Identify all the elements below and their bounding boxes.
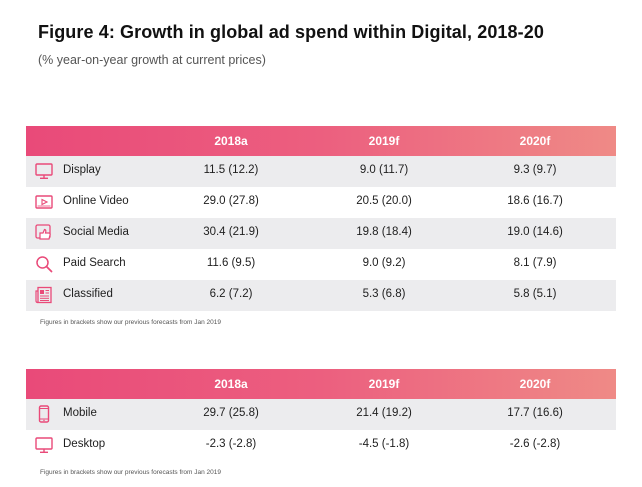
thumbs-up-icon [35, 224, 53, 242]
table-row-paid-search: Paid Search 11.6 (9.5) 9.0 (9.2) 8.1 (7.… [26, 249, 616, 280]
cell-2019f: 20.5 (20.0) [356, 195, 412, 207]
table-row-mobile: Mobile 29.7 (25.8) 21.4 (19.2) 17.7 (16.… [26, 399, 616, 430]
cell-2020f: 8.1 (7.9) [513, 257, 557, 269]
header-2020f: 2020f [519, 377, 551, 391]
cell-2020f: 19.0 (14.6) [507, 226, 563, 238]
row-label: Classified [63, 288, 113, 300]
header-2018a: 2018a [214, 377, 248, 391]
cell-2019f: 9.0 (9.2) [362, 257, 406, 269]
video-player-icon [35, 193, 53, 211]
row-label: Desktop [63, 438, 106, 450]
cell-2020f: 18.6 (16.7) [507, 195, 563, 207]
table-header: 2018a 2019f 2020f [26, 126, 616, 156]
cell-2018a: 29.0 (27.8) [203, 195, 259, 207]
cell-2019f: 19.8 (18.4) [356, 226, 412, 238]
table-row-social-media: Social Media 30.4 (21.9) 19.8 (18.4) 19.… [26, 218, 616, 249]
row-label: Social Media [63, 226, 129, 238]
header-2020f: 2020f [519, 134, 551, 148]
cell-2019f: 5.3 (6.8) [362, 288, 406, 300]
table-footnote: Figures in brackets show our previous fo… [40, 469, 222, 476]
figure-title: Figure 4: Growth in global ad spend with… [38, 22, 544, 42]
cell-2018a: 6.2 (7.2) [209, 288, 253, 300]
row-label: Paid Search [63, 257, 126, 269]
cell-2019f: 9.0 (11.7) [359, 164, 409, 176]
cell-2018a: 29.7 (25.8) [203, 407, 259, 419]
row-label: Mobile [63, 407, 97, 419]
newspaper-icon [35, 286, 53, 304]
cell-2019f: 21.4 (19.2) [356, 407, 412, 419]
cell-2018a: 30.4 (21.9) [203, 226, 259, 238]
figure-subtitle: (% year-on-year growth at current prices… [38, 53, 266, 67]
header-2019f: 2019f [368, 377, 400, 391]
magnifier-icon [35, 255, 53, 273]
digital-channels-table: 2018a 2019f 2020f Display 11.5 (12.2) 9.… [26, 126, 616, 326]
row-label: Online Video [63, 195, 129, 207]
header-2018a: 2018a [214, 134, 248, 148]
row-label: Display [63, 164, 101, 176]
cell-2020f: 17.7 (16.6) [507, 407, 563, 419]
cell-2020f: 9.3 (9.7) [513, 164, 557, 176]
desktop-icon [35, 436, 53, 454]
cell-2019f: -4.5 (-1.8) [358, 438, 410, 450]
table-footnote: Figures in brackets show our previous fo… [40, 319, 222, 326]
cell-2020f: 5.8 (5.1) [513, 288, 557, 300]
table-row-display: Display 11.5 (12.2) 9.0 (11.7) 9.3 (9.7) [26, 156, 616, 187]
cell-2018a: -2.3 (-2.8) [205, 438, 257, 450]
device-table: 2018a 2019f 2020f Mobile 29.7 (25.8) 21.… [26, 369, 616, 476]
cell-2020f: -2.6 (-2.8) [509, 438, 561, 450]
cell-2018a: 11.5 (12.2) [203, 164, 259, 176]
table-row-classified: Classified 6.2 (7.2) 5.3 (6.8) 5.8 (5.1) [26, 280, 616, 311]
table-row-desktop: Desktop -2.3 (-2.8) -4.5 (-1.8) -2.6 (-2… [26, 430, 616, 461]
mobile-phone-icon [35, 405, 53, 423]
header-2019f: 2019f [368, 134, 400, 148]
table-row-online-video: Online Video 29.0 (27.8) 20.5 (20.0) 18.… [26, 187, 616, 218]
monitor-icon [35, 162, 53, 180]
table-header: 2018a 2019f 2020f [26, 369, 616, 399]
cell-2018a: 11.6 (9.5) [206, 257, 256, 269]
